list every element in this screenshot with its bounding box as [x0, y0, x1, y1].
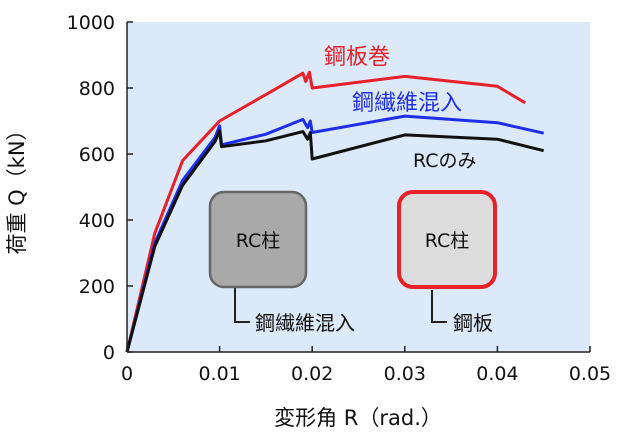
x-tick-label: 0.03	[384, 363, 426, 385]
inset-column-steel-fiber	[208, 190, 308, 289]
series-line-1	[125, 114, 545, 353]
y-tick-label: 800	[79, 78, 115, 100]
inset-column-steel-plate	[397, 190, 497, 289]
y-tick-label: 1000	[67, 12, 115, 34]
series-layer	[125, 70, 545, 353]
inset-caption-steel-fiber: 鋼繊維混入	[255, 311, 355, 335]
series-line-2	[125, 129, 545, 353]
inset-callout-steel-plate	[431, 290, 447, 323]
series-line-0	[125, 70, 526, 353]
y-axis-label: 荷重 Q（kN）	[5, 119, 29, 254]
series-label-steel-plate: 鋼板巻	[324, 45, 390, 70]
inset-column-steel-plate-label: RC柱	[425, 230, 470, 252]
plot-background	[127, 22, 590, 352]
x-tick-label: 0.05	[569, 363, 611, 385]
y-tick-label: 200	[79, 276, 115, 298]
inset-callout-steel-fiber	[234, 288, 250, 323]
ticks-layer: 0 0.01 0.02 0.03 0.04 0.05 0 200 400 600 800 1000	[67, 12, 612, 385]
x-tick-label: 0.02	[291, 363, 333, 385]
inset-column-steel-fiber-label: RC柱	[236, 230, 281, 252]
y-tick-label: 600	[79, 144, 115, 166]
series-label-rc-only: RCのみ	[413, 150, 477, 172]
x-axis-label: 変形角 R（rad.）	[274, 406, 442, 430]
x-tick-label: 0.04	[476, 363, 518, 385]
series-label-steel-fiber: 鋼繊維混入	[352, 91, 462, 116]
x-tick-label: 0	[121, 363, 133, 385]
y-tick-label: 400	[79, 210, 115, 232]
x-tick-label: 0.01	[198, 363, 240, 385]
inset-caption-steel-plate: 鋼板	[453, 311, 493, 335]
y-tick-label: 0	[103, 342, 115, 364]
